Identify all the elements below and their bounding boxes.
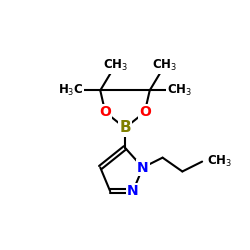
Text: B: B	[119, 120, 131, 136]
Text: N: N	[127, 184, 139, 198]
Text: CH$_3$: CH$_3$	[152, 58, 177, 73]
Text: N: N	[137, 160, 148, 174]
Text: CH$_3$: CH$_3$	[208, 154, 233, 169]
Text: O: O	[139, 105, 151, 119]
Text: H$_3$C: H$_3$C	[58, 83, 83, 98]
Text: O: O	[99, 105, 111, 119]
Text: CH$_3$: CH$_3$	[167, 83, 192, 98]
Text: CH$_3$: CH$_3$	[102, 58, 128, 73]
